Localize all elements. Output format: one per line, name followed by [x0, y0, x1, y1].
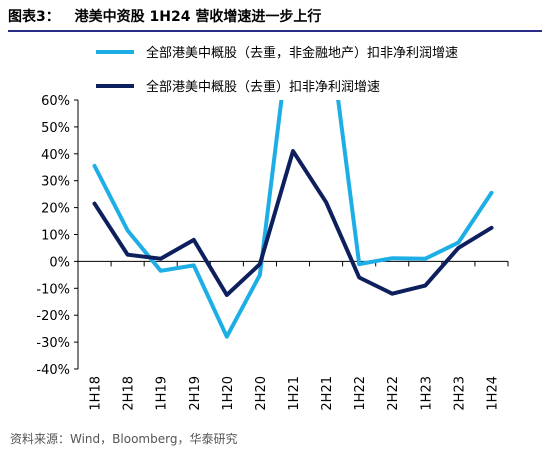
x-tick-label: 2H22: [386, 376, 401, 411]
y-tick-label: -10%: [36, 282, 70, 297]
x-tick-label: 1H23: [419, 376, 434, 411]
x-tick-label: 1H24: [485, 376, 500, 411]
y-tick-label: 50%: [41, 121, 70, 136]
x-tick-label: 2H18: [122, 376, 137, 411]
x-tick-label: 2H20: [254, 376, 269, 411]
figure-label: 图表3：: [8, 9, 60, 25]
x-tick-label: 1H22: [353, 376, 368, 411]
legend: 全部港美中概股（去重，非金融地产）扣非净利润增速全部港美中概股（去重）扣非净利润…: [96, 45, 458, 95]
y-tick-label: 40%: [41, 148, 70, 163]
x-tick-label: 1H20: [221, 376, 236, 411]
x-tick-label: 2H21: [320, 376, 335, 411]
y-tick-label: 20%: [41, 202, 70, 217]
legend-label: 全部港美中概股（去重，非金融地产）扣非净利润增速: [146, 45, 458, 61]
x-tick-label: 2H23: [452, 376, 467, 411]
y-tick-label: 60%: [41, 94, 70, 109]
y-tick-label: -30%: [36, 336, 70, 351]
x-tick-label: 2H19: [188, 376, 203, 411]
x-tick-label: 1H19: [155, 376, 170, 411]
x-tick-label: 1H21: [287, 376, 302, 411]
plot-area: -40% -30% -20% -10% 0% 10% 20% 30% 40% 50% 60% 1H18…: [36, 94, 509, 411]
y-tick-label: -40%: [36, 363, 70, 378]
y-tick-label: 10%: [41, 229, 70, 244]
source-note: 资料来源：Wind，Bloomberg，华泰研究: [10, 432, 238, 446]
y-tick-label: 0%: [49, 255, 70, 270]
series-line-all: [92, 149, 494, 297]
y-tick-label: -20%: [36, 309, 70, 324]
chart-title: 港美中资股 1H24 营收增速进一步上行: [74, 9, 322, 25]
x-tick-label: 1H18: [89, 376, 104, 411]
series-line-ex-financials: [92, 100, 494, 339]
y-tick-label: 30%: [41, 175, 70, 190]
chart-title-bar: 图表3： 港美中资股 1H24 营收增速进一步上行: [8, 6, 542, 32]
legend-label: 全部港美中概股（去重）扣非净利润增速: [146, 79, 380, 95]
